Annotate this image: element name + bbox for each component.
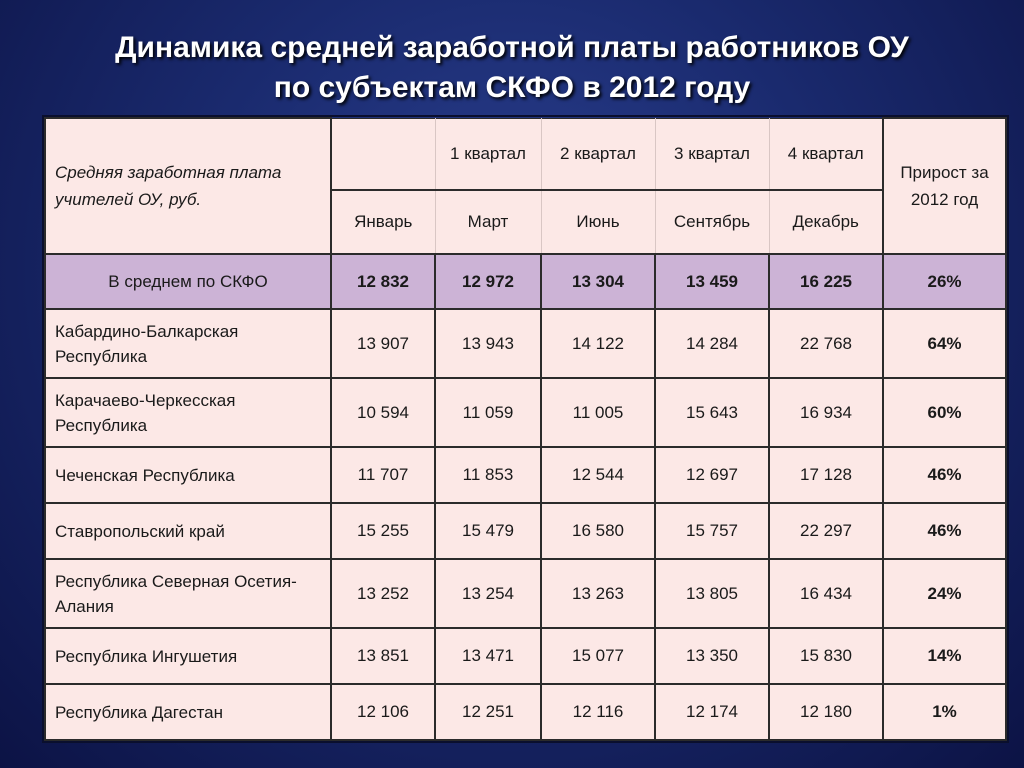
value-cell: 15 077	[540, 627, 656, 685]
average-value-0: 12 832	[330, 253, 436, 310]
value-cell: 14 122	[540, 308, 656, 379]
header-month-0: Январь	[330, 189, 436, 255]
header-month-2: Июнь	[540, 189, 656, 255]
value-cell: 12 544	[540, 446, 656, 504]
salary-table: Средняя заработная плата учителей ОУ, ру…	[44, 117, 1007, 741]
value-cell: 15 757	[654, 502, 770, 560]
region-name: Чеченская Республика	[44, 446, 332, 504]
value-cell: 13 907	[330, 308, 436, 379]
header-quarter-4: 4 квартал	[768, 117, 884, 191]
value-cell: 16 580	[540, 502, 656, 560]
value-cell: 14 284	[654, 308, 770, 379]
average-value-1: 12 972	[434, 253, 542, 310]
growth-cell: 24%	[882, 558, 1007, 629]
value-cell: 12 697	[654, 446, 770, 504]
table-row-average: В среднем по СКФО 12 832 12 972 13 304 1…	[44, 253, 1007, 310]
average-growth: 26%	[882, 253, 1007, 310]
growth-cell: 60%	[882, 377, 1007, 448]
region-name: Республика Северная Осетия-Алания	[44, 558, 332, 629]
value-cell: 12 180	[768, 683, 884, 741]
table-row: Ставропольский край 15 255 15 479 16 580…	[44, 502, 1007, 560]
header-quarter-3: 3 квартал	[654, 117, 770, 191]
table-row: Республика Северная Осетия-Алания 13 252…	[44, 558, 1007, 629]
average-value-3: 13 459	[654, 253, 770, 310]
header-description: Средняя заработная плата учителей ОУ, ру…	[44, 117, 332, 255]
growth-cell: 46%	[882, 502, 1007, 560]
header-quarter-2: 2 квартал	[540, 117, 656, 191]
value-cell: 11 853	[434, 446, 542, 504]
table-row: Карачаево-Черкесская Республика 10 594 1…	[44, 377, 1007, 448]
value-cell: 12 106	[330, 683, 436, 741]
header-month-4: Декабрь	[768, 189, 884, 255]
value-cell: 13 252	[330, 558, 436, 629]
average-value-2: 13 304	[540, 253, 656, 310]
value-cell: 16 934	[768, 377, 884, 448]
value-cell: 15 255	[330, 502, 436, 560]
header-growth: Прирост за 2012 год	[882, 117, 1007, 255]
value-cell: 22 297	[768, 502, 884, 560]
header-row-months: Январь Март Июнь Сентябрь Декабрь	[45, 189, 1006, 255]
value-cell: 10 594	[330, 377, 436, 448]
value-cell: 13 471	[434, 627, 542, 685]
growth-cell: 64%	[882, 308, 1007, 379]
average-label: В среднем по СКФО	[44, 253, 332, 310]
table-row: Республика Ингушетия 13 851 13 471 15 07…	[44, 627, 1007, 685]
value-cell: 12 116	[540, 683, 656, 741]
value-cell: 12 174	[654, 683, 770, 741]
header-month-1: Март	[434, 189, 542, 255]
value-cell: 13 254	[434, 558, 542, 629]
growth-cell: 14%	[882, 627, 1007, 685]
value-cell: 16 434	[768, 558, 884, 629]
value-cell: 13 943	[434, 308, 542, 379]
slide-title: Динамика средней заработной платы работн…	[0, 28, 1024, 108]
region-name: Республика Дагестан	[44, 683, 332, 741]
growth-cell: 46%	[882, 446, 1007, 504]
value-cell: 11 707	[330, 446, 436, 504]
value-cell: 11 005	[540, 377, 656, 448]
value-cell: 15 643	[654, 377, 770, 448]
table-row: Республика Дагестан 12 106 12 251 12 116…	[44, 683, 1007, 741]
header-month-3: Сентябрь	[654, 189, 770, 255]
growth-cell: 1%	[882, 683, 1007, 741]
value-cell: 22 768	[768, 308, 884, 379]
value-cell: 13 350	[654, 627, 770, 685]
header-row-quarters: Средняя заработная плата учителей ОУ, ру…	[44, 117, 1007, 255]
value-cell: 13 263	[540, 558, 656, 629]
slide-title-line-2: по субъектам СКФО в 2012 году	[273, 71, 751, 104]
header-quarter-0	[330, 117, 436, 191]
value-cell: 13 851	[330, 627, 436, 685]
region-name: Республика Ингушетия	[44, 627, 332, 685]
region-name: Ставропольский край	[44, 502, 332, 560]
table-row: Чеченская Республика 11 707 11 853 12 54…	[44, 446, 1007, 504]
value-cell: 15 830	[768, 627, 884, 685]
slide-title-line-1: Динамика средней заработной платы работн…	[115, 31, 909, 64]
value-cell: 12 251	[434, 683, 542, 741]
value-cell: 11 059	[434, 377, 542, 448]
table-row: Кабардино-Балкарская Республика 13 907 1…	[44, 308, 1007, 379]
value-cell: 17 128	[768, 446, 884, 504]
header-quarter-1: 1 квартал	[434, 117, 542, 191]
value-cell: 13 805	[654, 558, 770, 629]
average-value-4: 16 225	[768, 253, 884, 310]
region-name: Кабардино-Балкарская Республика	[44, 308, 332, 379]
region-name: Карачаево-Черкесская Республика	[44, 377, 332, 448]
value-cell: 15 479	[434, 502, 542, 560]
